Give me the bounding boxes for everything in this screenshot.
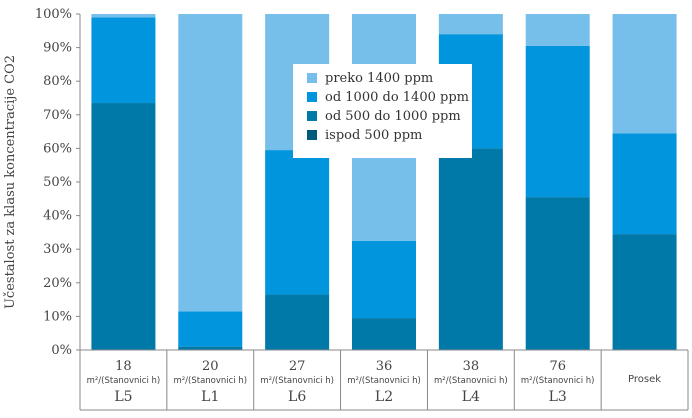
bar-segment: [612, 133, 677, 235]
bar-segment: [178, 346, 243, 350]
legend-entry-label: preko 1400 ppm: [325, 71, 433, 86]
bar-segment: [438, 14, 503, 35]
bar-segment: [525, 197, 590, 350]
y-tick-label: 10%: [43, 309, 72, 324]
y-tick-label: 80%: [43, 74, 72, 89]
category-value-label: 18: [115, 359, 132, 374]
y-tick-label: 70%: [43, 108, 72, 123]
legend-swatch: [307, 92, 317, 102]
category-name-label: L5: [114, 389, 132, 405]
bar-segment: [265, 150, 330, 295]
y-tick-label: 100%: [35, 7, 72, 22]
category-value-label: 38: [463, 359, 480, 374]
category-unit-label: m²/(Stanovnici h): [260, 376, 334, 386]
category-value-label: 76: [549, 359, 566, 374]
bar-segment: [178, 311, 243, 347]
bar-segment: [91, 103, 156, 350]
legend-swatch: [307, 130, 317, 140]
bar-segment: [525, 45, 590, 198]
category-unit-label: m²/(Stanovnici h): [521, 376, 595, 386]
category-value-label: 20: [202, 359, 219, 374]
category-unit-label: m²/(Stanovnici h): [173, 376, 247, 386]
y-tick-label: 40%: [43, 209, 72, 224]
legend-entry-label: ispod 500 ppm: [325, 128, 422, 143]
bar-segment: [178, 14, 243, 312]
x-axis-category-labels: 18 m²/(Stanovnici h) L5 20 m²/(Stanovnici h)…: [87, 359, 662, 405]
category-unit-label: m²/(Stanovnici h): [87, 376, 161, 386]
category-name-label: L6: [288, 389, 306, 405]
category-name-label: L2: [375, 389, 393, 405]
y-tick-label: 50%: [43, 175, 72, 190]
y-axis-tick-labels: 0% 10% 20% 30% 40% 50% 60% 70% 80% 90% 100%: [35, 7, 72, 358]
bar-segment: [352, 240, 416, 319]
category-unit-label: m²/(Stanovnici h): [347, 376, 421, 386]
bar-segment: [612, 14, 677, 134]
y-tick-label: 60%: [43, 141, 72, 156]
legend-box: [293, 64, 472, 158]
bar-segment: [352, 318, 416, 350]
bar-segment: [438, 148, 503, 350]
bar-segment: [612, 234, 677, 350]
category-name-label: L1: [201, 389, 219, 405]
legend-swatch: [307, 73, 317, 83]
category-name-label: L3: [549, 389, 567, 405]
y-tick-label: 0%: [51, 343, 72, 358]
y-axis-title: Učestalost za klasu koncentracije CO2: [3, 55, 18, 309]
category-unit-label: m²/(Stanovnici h): [434, 376, 508, 386]
legend-swatch: [307, 111, 317, 121]
y-tick-label: 90%: [43, 41, 72, 56]
category-value-label: 36: [376, 359, 393, 374]
bar-segment: [91, 14, 156, 18]
bar-segment: [91, 17, 156, 104]
bars-layer: [91, 14, 677, 350]
y-tick-label: 30%: [43, 242, 72, 257]
legend-entry-label: od 1000 do 1400 ppm: [325, 90, 469, 105]
legend: preko 1400 ppm od 1000 do 1400 ppm od 500 …: [293, 64, 472, 158]
legend-entry-label: od 500 do 1000 ppm: [325, 109, 461, 124]
y-tick-label: 20%: [43, 276, 72, 291]
category-name-label: Prosek: [628, 374, 661, 385]
category-value-label: 27: [289, 359, 306, 374]
bar-segment: [265, 294, 330, 350]
bar-segment: [525, 14, 590, 46]
category-name-label: L4: [462, 389, 480, 405]
axes-layer: [76, 13, 689, 411]
